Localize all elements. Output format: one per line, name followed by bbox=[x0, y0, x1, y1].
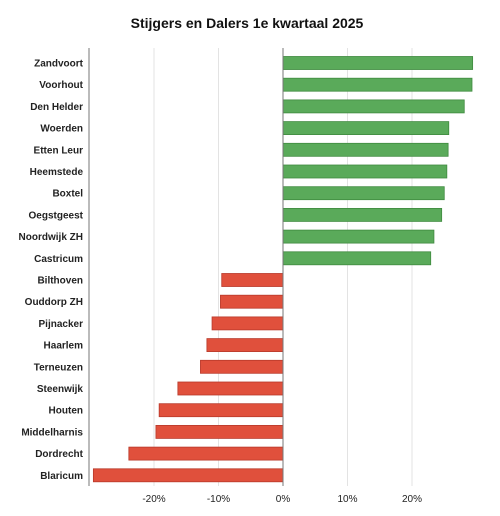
category-label: Haarlem bbox=[44, 341, 84, 352]
category-label: Etten Leur bbox=[34, 145, 84, 156]
x-tick-labels: -20% -10% 0% 10% 20% bbox=[142, 494, 422, 505]
category-label: Dordrecht bbox=[35, 449, 83, 460]
category-label: Woerden bbox=[40, 124, 83, 135]
bars bbox=[92, 56, 474, 483]
bar bbox=[220, 294, 284, 309]
category-label: Castricum bbox=[34, 254, 83, 265]
bar bbox=[282, 56, 474, 70]
grid-lines bbox=[88, 48, 413, 486]
category-label: Boxtel bbox=[52, 189, 83, 200]
chart-title: Stijgers en Dalers 1e kwartaal 2025 bbox=[131, 15, 364, 31]
bar bbox=[128, 446, 284, 461]
category-label: Pijnacker bbox=[39, 319, 84, 330]
bar bbox=[177, 381, 284, 396]
x-tick-label: 0% bbox=[276, 494, 291, 505]
category-label: Noordwijk ZH bbox=[19, 232, 83, 243]
bar bbox=[282, 229, 435, 244]
x-tick-label: -10% bbox=[207, 494, 230, 505]
bar bbox=[282, 251, 432, 266]
category-label: Voorhout bbox=[39, 80, 83, 91]
category-label: Oegstgeest bbox=[29, 210, 84, 221]
category-label: Ouddorp ZH bbox=[25, 297, 83, 308]
category-label: Steenwijk bbox=[37, 384, 84, 395]
bar bbox=[282, 207, 443, 222]
x-tick-label: -20% bbox=[142, 494, 165, 505]
bar bbox=[282, 142, 449, 157]
category-label: Middelharnis bbox=[21, 427, 83, 438]
category-label: Bilthoven bbox=[37, 276, 83, 287]
category-label: Terneuzen bbox=[34, 362, 83, 373]
category-labels: Zandvoort Voorhout Den Helder Woerden Etten … bbox=[19, 59, 84, 482]
bar bbox=[221, 273, 284, 287]
bar bbox=[158, 403, 284, 418]
bar bbox=[282, 121, 450, 135]
x-tick-label: 10% bbox=[337, 494, 357, 505]
bar bbox=[282, 99, 465, 114]
category-label: Zandvoort bbox=[34, 59, 84, 70]
category-label: Den Helder bbox=[30, 102, 83, 113]
bar bbox=[282, 77, 473, 92]
category-label: Houten bbox=[49, 406, 83, 417]
category-label: Heemstede bbox=[30, 167, 84, 178]
bar bbox=[200, 359, 284, 374]
bar bbox=[282, 186, 445, 201]
category-label: Blaricum bbox=[40, 471, 83, 482]
bar bbox=[282, 164, 448, 179]
x-tick-label: 20% bbox=[402, 494, 422, 505]
bar bbox=[155, 424, 284, 439]
bar bbox=[211, 316, 284, 331]
bar bbox=[206, 338, 284, 353]
bar bbox=[92, 468, 284, 483]
